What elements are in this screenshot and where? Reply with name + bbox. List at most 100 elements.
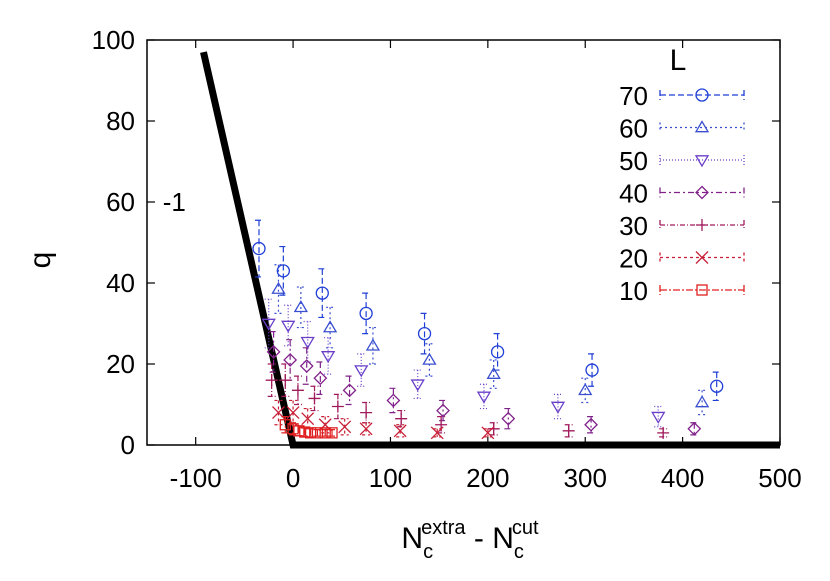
series-L60 — [271, 264, 710, 416]
x-axis-label: Ncextra - Nccut — [401, 517, 539, 563]
data-point — [487, 422, 500, 435]
data-point — [436, 403, 450, 418]
data-point — [585, 363, 599, 377]
legend-label: 50 — [619, 146, 648, 176]
plot-frame — [146, 39, 781, 446]
legend-line — [659, 90, 745, 100]
x-tick-label: 200 — [466, 463, 509, 493]
data-point — [550, 401, 566, 414]
data-point — [293, 425, 305, 437]
data-point — [299, 426, 311, 438]
x-label-sup1: extra — [421, 517, 466, 539]
data-point — [365, 338, 381, 351]
series-group — [252, 219, 724, 440]
error-bar — [588, 353, 597, 387]
legend-title: L — [670, 44, 687, 77]
error-bar — [303, 320, 312, 363]
error-bar — [581, 377, 590, 404]
data-point — [481, 426, 495, 440]
error-bar — [306, 428, 315, 438]
data-point — [326, 427, 338, 439]
series-L70 — [252, 219, 724, 402]
error-bar — [321, 429, 330, 437]
data-point — [476, 391, 492, 404]
data-point — [651, 411, 666, 424]
data-point — [359, 422, 373, 436]
data-point — [360, 406, 373, 419]
x-label-sep: - — [466, 522, 493, 555]
error-bar — [274, 264, 283, 314]
error-bar — [284, 304, 293, 347]
x-label-sub2: c — [514, 541, 524, 563]
legend-marker — [694, 155, 710, 168]
data-point — [311, 427, 324, 439]
legend-line — [659, 155, 745, 165]
legend-marker — [694, 120, 710, 133]
data-point — [687, 421, 702, 436]
error-bar — [302, 347, 311, 385]
x-tick-label: 100 — [369, 463, 412, 493]
y-tick-label: 60 — [106, 187, 135, 217]
data-point — [342, 383, 357, 398]
data-point — [281, 320, 296, 333]
error-bar — [712, 371, 721, 402]
data-point — [657, 426, 670, 439]
error-bar — [324, 337, 333, 375]
error-bar — [489, 359, 498, 389]
data-point — [584, 417, 598, 432]
error-bar — [296, 286, 305, 329]
series-L50 — [261, 298, 666, 428]
error-bar — [357, 353, 366, 387]
legend-label: 30 — [619, 211, 648, 241]
data-point — [279, 419, 291, 431]
data-point — [304, 427, 317, 439]
legend-label: 40 — [619, 179, 648, 209]
data-point — [694, 395, 710, 408]
data-point — [308, 392, 321, 405]
error-bar — [279, 245, 288, 296]
data-point — [490, 345, 505, 359]
data-point — [299, 359, 314, 373]
error-bar — [553, 393, 562, 420]
data-point — [301, 412, 315, 426]
legend-marker — [695, 185, 709, 200]
slope-annotation: -1 — [163, 187, 186, 217]
data-point — [276, 264, 290, 278]
data-point — [271, 281, 286, 294]
y-tick-label: 100 — [92, 25, 135, 55]
data-point — [417, 326, 432, 341]
error-bar — [281, 363, 290, 397]
y-tick-label: 80 — [106, 106, 135, 136]
data-point — [252, 241, 266, 256]
error-bar — [326, 306, 335, 349]
error-bar — [425, 343, 434, 377]
data-point — [265, 374, 278, 387]
data-point — [320, 351, 336, 364]
data-point — [562, 424, 575, 437]
error-bar — [318, 268, 327, 319]
data-point — [315, 286, 329, 300]
legend-marker — [696, 219, 708, 231]
legend-label: 60 — [619, 114, 648, 144]
error-bar — [316, 361, 325, 395]
legend-marker — [696, 284, 708, 296]
data-point — [359, 306, 373, 321]
series-L10 — [279, 416, 338, 439]
error-bar — [433, 428, 442, 438]
x-tick-label: 400 — [661, 463, 704, 493]
data-point — [578, 383, 593, 396]
error-bar — [493, 333, 502, 371]
data-point — [293, 300, 309, 313]
error-bar — [504, 407, 513, 430]
data-point — [291, 384, 304, 397]
data-point — [279, 374, 292, 387]
error-bar — [479, 383, 488, 410]
data-point — [386, 393, 401, 408]
series-L30 — [265, 363, 670, 439]
data-point — [354, 365, 369, 378]
legend-label: 70 — [619, 81, 648, 111]
x-label-sup2: cut — [512, 517, 539, 539]
legend-marker — [695, 88, 709, 102]
